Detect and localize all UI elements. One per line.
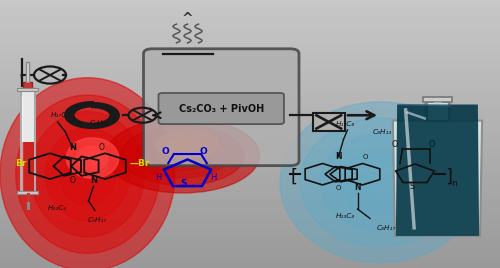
Text: N: N bbox=[69, 143, 76, 152]
Text: H: H bbox=[210, 173, 217, 182]
Text: ^: ^ bbox=[182, 12, 194, 26]
Ellipse shape bbox=[60, 143, 116, 205]
Ellipse shape bbox=[340, 150, 420, 214]
Text: Cs₂CO₃ + PivOH: Cs₂CO₃ + PivOH bbox=[178, 103, 264, 114]
Ellipse shape bbox=[320, 134, 440, 230]
Text: ]: ] bbox=[445, 168, 452, 186]
Text: O: O bbox=[162, 147, 170, 155]
Text: N: N bbox=[354, 183, 361, 192]
Ellipse shape bbox=[156, 131, 219, 158]
Text: H₁₃C₆: H₁₃C₆ bbox=[48, 205, 67, 211]
Bar bbox=[423, 97, 452, 102]
Ellipse shape bbox=[280, 102, 480, 263]
Bar bbox=[22, 142, 34, 193]
Polygon shape bbox=[393, 102, 482, 236]
Bar bbox=[20, 88, 34, 193]
Bar bbox=[17, 191, 38, 194]
Text: n: n bbox=[452, 179, 457, 188]
FancyBboxPatch shape bbox=[144, 49, 299, 166]
Bar bbox=[17, 88, 38, 91]
Text: C₈H₁₇: C₈H₁₇ bbox=[376, 225, 396, 232]
Ellipse shape bbox=[84, 151, 101, 165]
Text: Br: Br bbox=[15, 159, 26, 168]
Text: C₅H₁₇: C₅H₁₇ bbox=[88, 217, 107, 224]
Polygon shape bbox=[396, 105, 479, 236]
Ellipse shape bbox=[0, 78, 175, 268]
Text: O: O bbox=[362, 154, 368, 161]
Ellipse shape bbox=[168, 136, 207, 153]
Ellipse shape bbox=[16, 95, 159, 253]
Text: N: N bbox=[335, 152, 342, 161]
Text: —Br: —Br bbox=[130, 159, 150, 168]
Text: O: O bbox=[336, 185, 341, 191]
Ellipse shape bbox=[77, 146, 108, 170]
FancyBboxPatch shape bbox=[158, 93, 284, 124]
Text: S: S bbox=[409, 182, 414, 191]
Ellipse shape bbox=[177, 140, 198, 149]
Ellipse shape bbox=[300, 118, 460, 247]
Bar bbox=[22, 82, 32, 90]
Text: H₁₇C₈: H₁₇C₈ bbox=[336, 121, 354, 127]
Bar bbox=[26, 62, 29, 82]
Ellipse shape bbox=[136, 133, 228, 178]
Text: O: O bbox=[200, 147, 207, 155]
Text: O: O bbox=[392, 140, 398, 149]
Text: O: O bbox=[98, 143, 104, 152]
Ellipse shape bbox=[121, 125, 244, 185]
Ellipse shape bbox=[152, 140, 214, 170]
Text: H₁₃C₈: H₁₃C₈ bbox=[336, 213, 354, 219]
Ellipse shape bbox=[66, 138, 119, 178]
Text: S: S bbox=[180, 179, 187, 188]
Text: C₆H₁₃: C₆H₁₃ bbox=[90, 120, 109, 126]
Bar bbox=[312, 113, 345, 131]
Text: H₁₇C₈: H₁₇C₈ bbox=[50, 111, 70, 118]
Bar bbox=[426, 102, 448, 121]
Text: O: O bbox=[70, 176, 75, 185]
Text: [: [ bbox=[290, 168, 297, 186]
Text: H: H bbox=[156, 173, 162, 182]
Text: C₈H₁₃: C₈H₁₃ bbox=[372, 129, 392, 135]
Ellipse shape bbox=[106, 118, 260, 193]
Text: N: N bbox=[90, 176, 97, 185]
Ellipse shape bbox=[46, 128, 130, 221]
Ellipse shape bbox=[30, 111, 144, 237]
Text: O: O bbox=[428, 140, 434, 149]
